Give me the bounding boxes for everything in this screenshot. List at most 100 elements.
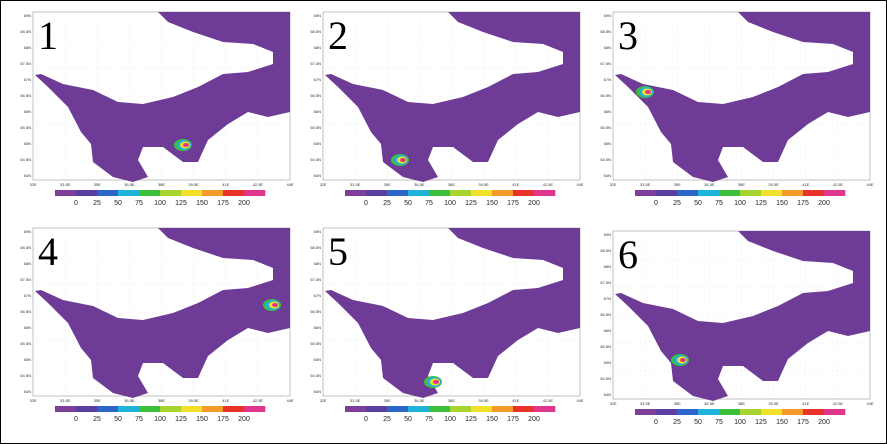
lon-tick-label: 41E [222, 182, 229, 187]
lat-tick-label: 67N [24, 77, 31, 82]
colorbar-label: 75 [715, 419, 723, 426]
colorbar-segment [223, 190, 245, 196]
lat-tick-label: 68N [24, 261, 31, 266]
lon-tick-label: 41E [802, 182, 809, 187]
lat-tick-label: 64N [604, 392, 611, 397]
lat-tick-label: 68N [604, 45, 611, 50]
lat-tick-label: 67N [604, 296, 611, 301]
colorbar-label: 25 [383, 200, 391, 207]
lon-tick-label: 44E [866, 182, 873, 187]
colorbar-segment [76, 190, 98, 196]
lon-tick-label: 33.5E [350, 182, 361, 187]
lat-tick-label: 65N [24, 357, 31, 362]
colorbar-label: 200 [818, 419, 830, 426]
colorbar-segment [803, 409, 825, 415]
colorbar-segment [387, 190, 409, 196]
lon-tick-label: 42.5E [543, 398, 554, 403]
colorbar-segment [160, 406, 182, 412]
lon-tick-label: 44E [576, 182, 583, 187]
lat-tick-label: 64.5N [310, 157, 321, 162]
lat-tick-label: 67.5N [20, 61, 31, 66]
map-panel: 6 69N 68.5N 68N 67.5N 67N 66.5N 66N 65.5N 65N 64.5… [600, 230, 874, 426]
lat-tick-label: 69N [314, 13, 321, 18]
colorbar-label: 175 [507, 416, 519, 423]
lat-tick-label: 66.5N [600, 93, 611, 98]
lat-tick-label: 67N [314, 77, 321, 82]
lat-tick-label: 66N [314, 109, 321, 114]
colorbar-label: 100 [154, 200, 166, 207]
lon-tick-label: 35E [94, 182, 101, 187]
lat-tick-label: 68.5N [20, 245, 31, 250]
colorbar-label: 175 [217, 416, 229, 423]
panel-number: 5 [328, 229, 348, 274]
colorbar-segment [824, 190, 846, 196]
lon-tick-label: 42.5E [253, 398, 264, 403]
colorbar-segment [139, 190, 161, 196]
colorbar-segment [761, 409, 783, 415]
lon-tick-label: 44E [866, 401, 873, 406]
colorbar-segment [366, 190, 388, 196]
colorbar-segment [782, 190, 804, 196]
lat-tick-label: 68.5N [310, 29, 321, 34]
panel-number: 2 [328, 13, 348, 58]
colorbar-segment [202, 190, 224, 196]
colorbar-segment [824, 409, 846, 415]
lat-tick-label: 66N [314, 325, 321, 330]
colorbar-label: 200 [238, 416, 250, 423]
lon-tick-label: 36.5E [704, 401, 715, 406]
colorbar-segment [513, 406, 535, 412]
colorbar-label: 125 [755, 200, 767, 207]
colorbar-segment [656, 409, 678, 415]
lat-tick-label: 64.5N [20, 373, 31, 378]
lon-tick-label: 42.5E [833, 401, 844, 406]
lat-tick-label: 64.5N [600, 157, 611, 162]
lon-tick-label: 35E [94, 398, 101, 403]
colorbar-segment [635, 190, 657, 196]
lat-tick-label: 67N [24, 293, 31, 298]
colorbar-segment [244, 406, 266, 412]
colorbar-label: 200 [528, 416, 540, 423]
lat-tick-label: 69N [314, 229, 321, 234]
lon-tick-label: 42.5E [833, 182, 844, 187]
lat-tick-label: 67N [314, 293, 321, 298]
colorbar-segment [97, 406, 119, 412]
colorbar-segment [223, 406, 245, 412]
lat-tick-label: 68.5N [600, 29, 611, 34]
colorbar-label: 0 [74, 416, 78, 423]
lon-tick-label: 32E [29, 398, 36, 403]
colorbar-label: 75 [135, 200, 143, 207]
colorbar-segment [698, 409, 720, 415]
lon-tick-label: 42.5E [543, 182, 554, 187]
colorbar-label: 100 [734, 419, 746, 426]
panel-number: 4 [38, 229, 58, 274]
lat-tick-label: 65N [604, 360, 611, 365]
lon-tick-label: 44E [286, 398, 293, 403]
colorbar-label: 125 [175, 200, 187, 207]
lon-tick-label: 32E [319, 182, 326, 187]
colorbar-label: 25 [673, 200, 681, 207]
lat-tick-label: 65N [314, 141, 321, 146]
colorbar-segment [118, 406, 140, 412]
colorbar-label: 75 [425, 416, 433, 423]
colorbar-label: 0 [74, 200, 78, 207]
colorbar-label: 150 [196, 200, 208, 207]
panel-number: 3 [618, 13, 638, 58]
colorbar-segment [429, 406, 451, 412]
lon-tick-label: 35E [674, 182, 681, 187]
colorbar-segment [635, 409, 657, 415]
colorbar-segment [76, 406, 98, 412]
colorbar-label: 75 [425, 200, 433, 207]
lat-tick-label: 64N [24, 389, 31, 394]
colorbar-segment [345, 406, 367, 412]
lon-tick-label: 32E [29, 182, 36, 187]
lat-tick-label: 64N [314, 389, 321, 394]
map-panel: 3 69N 68.5N 68N 67.5N 67N 66.5N 66N 65.5N 65N 64.5… [600, 11, 874, 207]
map-panel: 4 69N 68.5N 68N 67.5N 67N 66.5N 66N 65.5N 65N 64.5… [20, 227, 294, 423]
colorbar-segment [719, 190, 741, 196]
lat-tick-label: 64.5N [20, 157, 31, 162]
colorbar-label: 50 [694, 200, 702, 207]
lon-tick-label: 32E [609, 182, 616, 187]
colorbar-label: 50 [114, 200, 122, 207]
colorbar-segment [534, 406, 556, 412]
